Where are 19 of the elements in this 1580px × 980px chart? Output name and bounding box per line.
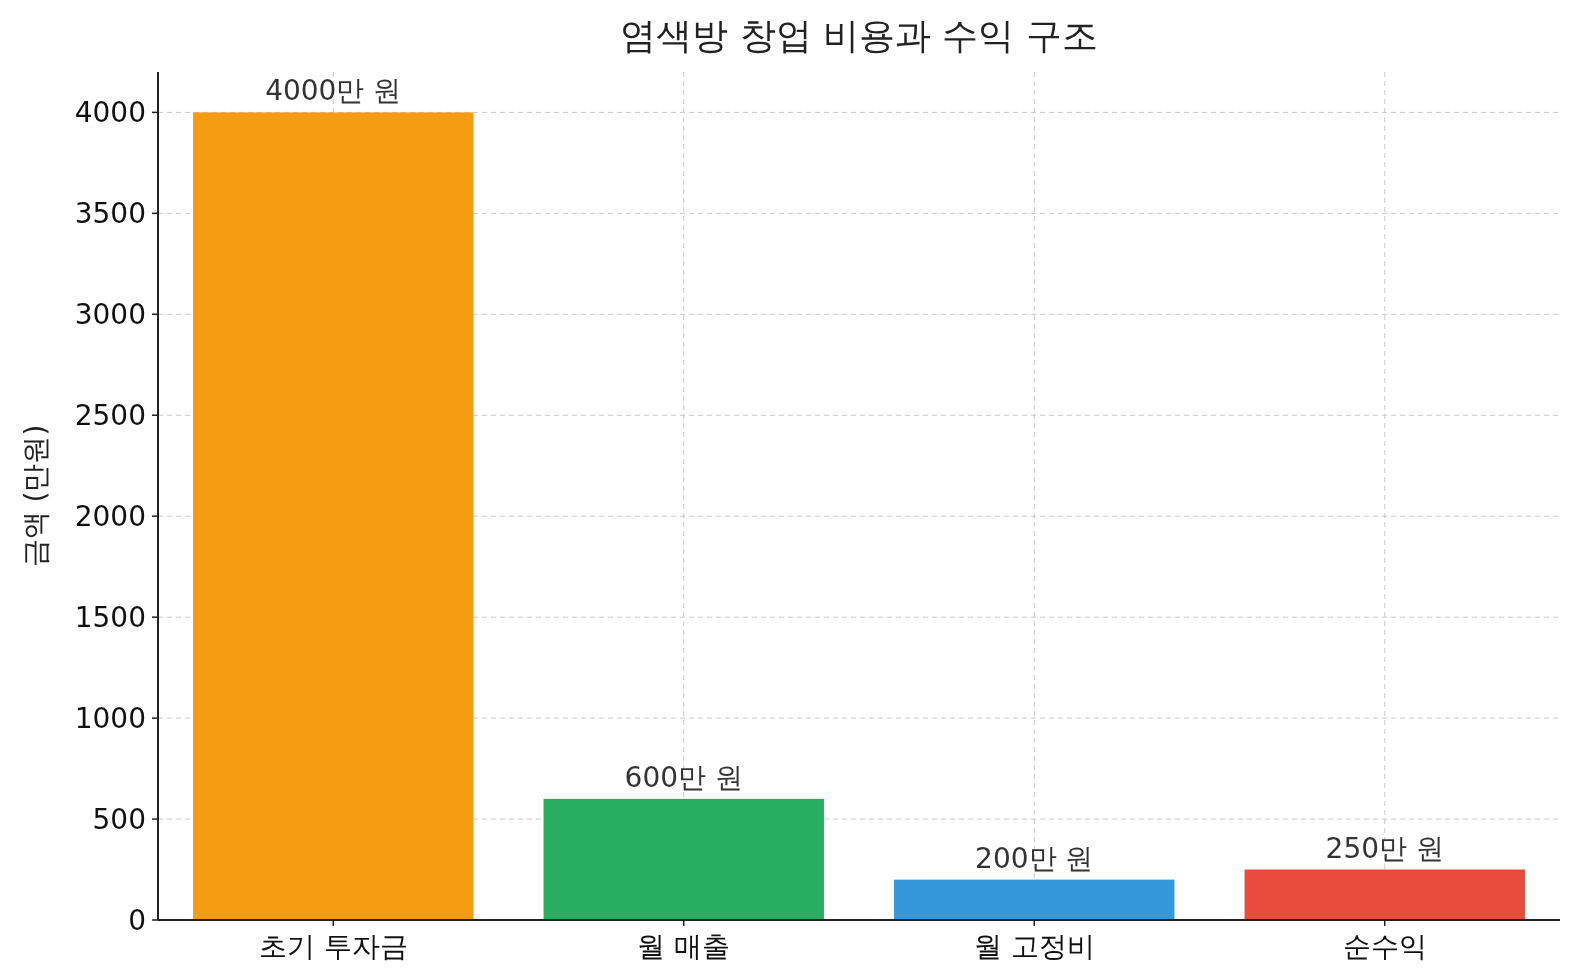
y-tick-label: 0 [128,903,146,937]
data-label: 600만 원 [624,760,743,794]
x-tick-label: 월 매출 [637,930,731,963]
data-label: 250만 원 [1325,831,1444,865]
y-tick-label: 3000 [74,297,146,331]
y-tick-label: 3500 [74,196,146,230]
x-tick-label: 월 고정비 [973,930,1095,963]
y-tick-label: 4000 [74,95,146,129]
x-tick-label: 초기 투자금 [258,930,408,963]
y-tick-label: 500 [92,802,146,836]
x-tick-label: 순수익 [1342,930,1427,963]
y-tick-label: 1000 [74,701,146,735]
y-axis-title: 금액 (만원) [19,424,52,568]
y-tick-label: 2000 [74,499,146,533]
y-tick-label: 1500 [74,600,146,634]
data-label: 200만 원 [975,841,1094,875]
y-tick-label: 2500 [74,398,146,432]
data-label: 4000만 원 [265,74,402,108]
chart-title: 염색방 창업 비용과 수익 구조 [620,15,1098,56]
